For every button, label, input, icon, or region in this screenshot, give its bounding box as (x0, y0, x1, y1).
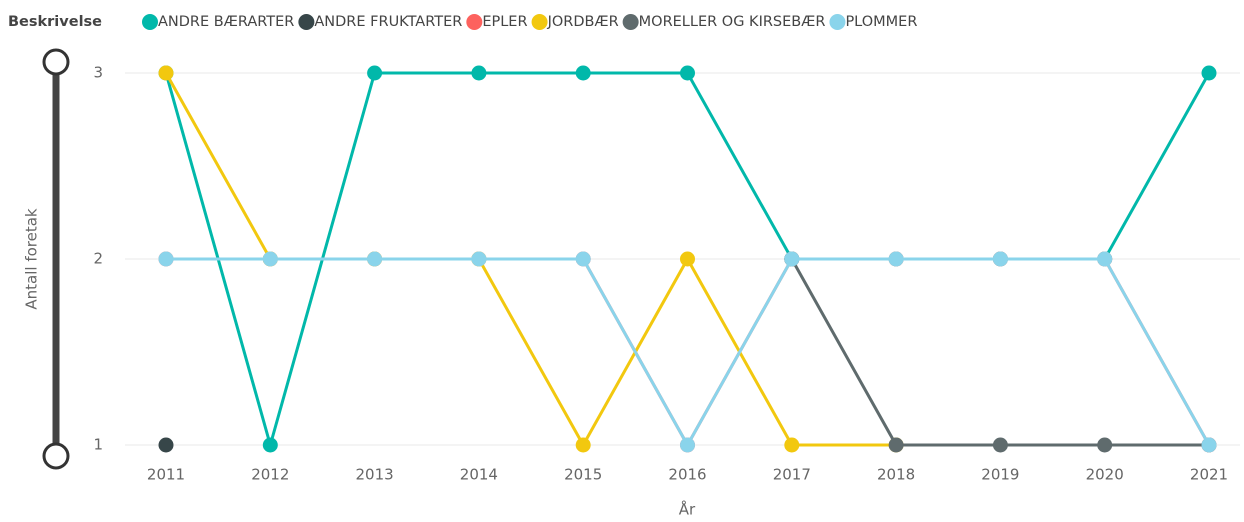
data-point (680, 437, 695, 453)
data-point (888, 251, 904, 267)
data-point (575, 437, 591, 453)
data-point (471, 251, 487, 267)
legend-marker (531, 14, 548, 30)
x-tick-label: 2021 (1190, 466, 1228, 484)
legend-title: Beskrivelse (8, 14, 102, 30)
legend-label: MORELLER OG KIRSEBÆR (639, 14, 826, 30)
data-point (158, 65, 174, 81)
series (158, 437, 174, 453)
data-point (158, 437, 174, 453)
x-tick-label: 2012 (251, 466, 289, 484)
data-point (367, 251, 383, 267)
data-point (1201, 437, 1217, 453)
legend-label: ANDRE FRUKTARTER (314, 14, 462, 30)
y-tick-label: 2 (93, 250, 103, 268)
legend-marker (622, 14, 639, 30)
y-tick-label: 1 (93, 436, 103, 454)
data-point (992, 251, 1008, 267)
series-line (166, 257, 1211, 449)
legend-marker (466, 14, 483, 30)
data-point (262, 437, 278, 453)
x-axis-label: År (679, 500, 696, 519)
x-tick-label: 2016 (668, 466, 706, 484)
data-point (575, 251, 591, 267)
series-line (790, 258, 1209, 447)
series (158, 251, 1217, 453)
y-tick-label: 3 (93, 64, 103, 82)
data-point (471, 65, 487, 81)
data-point (680, 251, 695, 267)
legend-marker (298, 14, 315, 30)
x-tick-label: 2019 (981, 466, 1019, 484)
series-line (166, 257, 1211, 449)
legend-label: PLOMMER (845, 14, 917, 30)
slider-handle[interactable] (42, 442, 70, 470)
data-point (262, 251, 278, 267)
data-point (992, 437, 1008, 453)
data-point (784, 251, 800, 267)
x-tick-label: 2017 (773, 466, 811, 484)
data-point (1097, 437, 1113, 453)
zoom-slider[interactable] (42, 48, 70, 470)
data-point (888, 437, 904, 453)
x-tick-label: 2020 (1086, 466, 1124, 484)
data-point (1201, 65, 1217, 81)
legend-label: JORDBÆR (547, 14, 619, 30)
x-tick-label: 2015 (564, 466, 602, 484)
data-point (680, 65, 695, 81)
legend-label: EPLER (482, 14, 527, 30)
x-tick-label: 2018 (877, 466, 915, 484)
data-point (1097, 251, 1113, 267)
series (784, 251, 1217, 453)
slider-handle[interactable] (42, 48, 70, 76)
data-point (784, 437, 800, 453)
x-tick-label: 2014 (460, 466, 498, 484)
data-point (158, 251, 174, 267)
data-point (575, 65, 591, 81)
legend-marker (142, 14, 158, 30)
x-tick-label: 2013 (356, 466, 394, 484)
data-point (367, 65, 383, 81)
x-tick-label: 2011 (147, 466, 185, 484)
legend-label: ANDRE BÆRARTER (158, 14, 294, 30)
legend-marker (829, 14, 846, 30)
y-axis-label: Antall foretak (23, 208, 41, 310)
